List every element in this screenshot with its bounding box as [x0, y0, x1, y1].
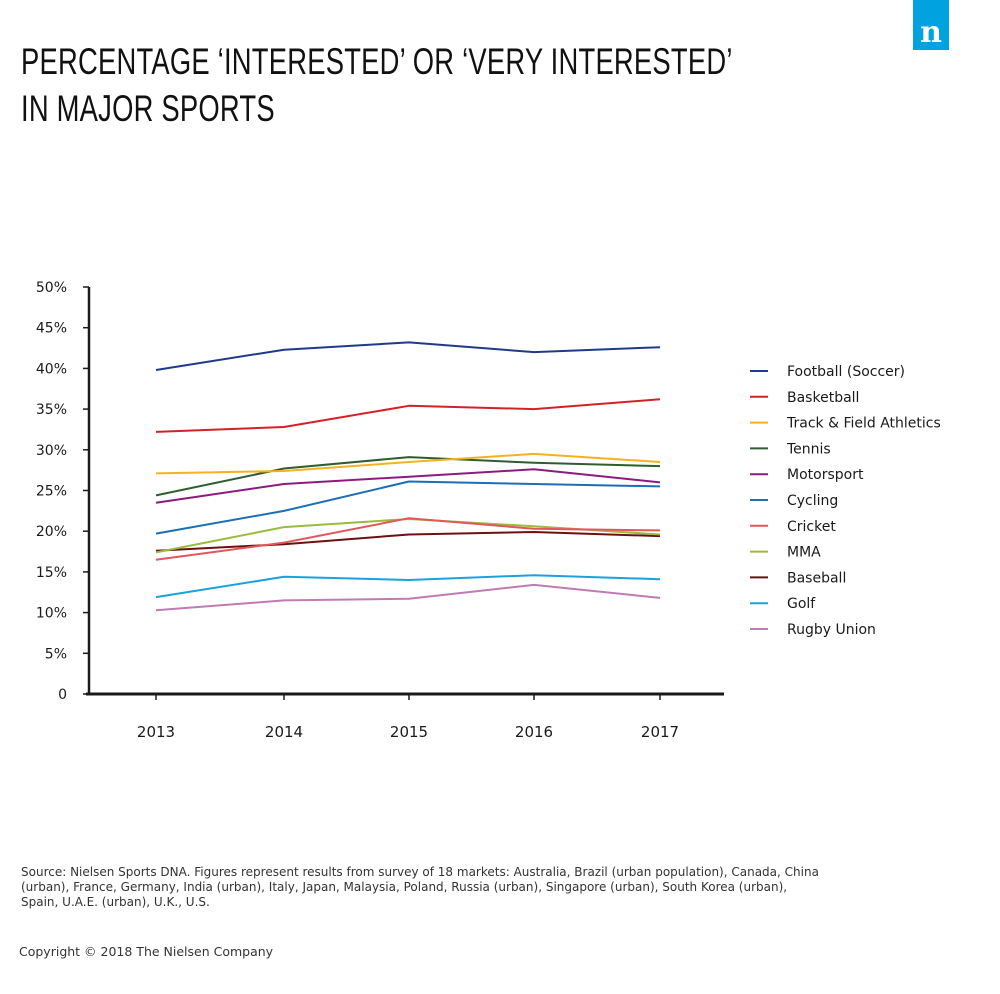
- y-axis-ticks: 0 5% 10% 15% 20% 25% 30% 35% 40% 45% 50%: [36, 280, 89, 703]
- x-tick-label: 2013: [137, 723, 175, 741]
- y-tick-label: 50%: [36, 280, 67, 296]
- legend-label-cricket: Cricket: [787, 519, 836, 535]
- y-tick-label: 25%: [36, 484, 67, 500]
- y-tick-label: 15%: [36, 565, 67, 581]
- legend-label-tennis: Tennis: [786, 441, 831, 457]
- nielsen-logo: n: [913, 0, 949, 50]
- series-line-football-soccer: [155, 341, 661, 371]
- series-line-tennis: [155, 456, 661, 497]
- legend: Football (Soccer) Basketball Track & Field…: [750, 364, 941, 638]
- legend-label-basketball: Basketball: [787, 390, 859, 406]
- y-tick-label: 0: [58, 687, 67, 703]
- legend-label-golf: Golf: [787, 596, 816, 612]
- series-line-basketball: [155, 398, 661, 433]
- y-tick-label: 30%: [36, 443, 67, 459]
- source-note: Source: Nielsen Sports DNA. Figures repr…: [21, 865, 819, 909]
- chart-title-line-2: in major sports: [21, 88, 275, 129]
- series-line-golf: [155, 574, 661, 599]
- y-tick-label: 5%: [45, 646, 67, 662]
- x-tick-label: 2014: [265, 723, 303, 741]
- legend-label-football-soccer: Football (Soccer): [787, 364, 905, 380]
- y-tick-label: 35%: [36, 402, 67, 418]
- series-line-motorsport: [155, 468, 661, 504]
- y-tick-label: 45%: [36, 321, 67, 337]
- legend-label-rugby-union: Rugby Union: [787, 622, 876, 638]
- chart-title: Percentage ‘interested’ or ‘very interes…: [21, 38, 733, 132]
- series-lines: [155, 341, 661, 612]
- legend-label-baseball: Baseball: [787, 570, 846, 586]
- legend-label-track-field-athletics: Track & Field Athletics: [786, 416, 941, 432]
- y-tick-label: 20%: [36, 524, 67, 540]
- y-tick-label: 10%: [36, 606, 67, 622]
- series-line-cycling: [155, 480, 661, 535]
- x-tick-label: 2016: [515, 723, 553, 741]
- x-tick-label: 2015: [390, 723, 428, 741]
- series-line-rugby-union: [155, 583, 661, 612]
- chart-title-line-1: Percentage ‘interested’ or ‘very interes…: [21, 41, 733, 82]
- copyright-note: Copyright © 2018 The Nielsen Company: [19, 944, 274, 959]
- legend-label-mma: MMA: [787, 545, 821, 561]
- series-line-baseball: [155, 531, 661, 552]
- x-tick-label: 2017: [641, 723, 679, 741]
- x-axis-ticks: 2013 2014 2015 2016 2017: [137, 694, 679, 741]
- series-line-track-field-athletics: [155, 452, 661, 475]
- legend-label-motorsport: Motorsport: [787, 467, 864, 483]
- legend-label-cycling: Cycling: [787, 493, 838, 509]
- y-tick-label: 40%: [36, 361, 67, 377]
- series-line-cricket: [155, 517, 661, 561]
